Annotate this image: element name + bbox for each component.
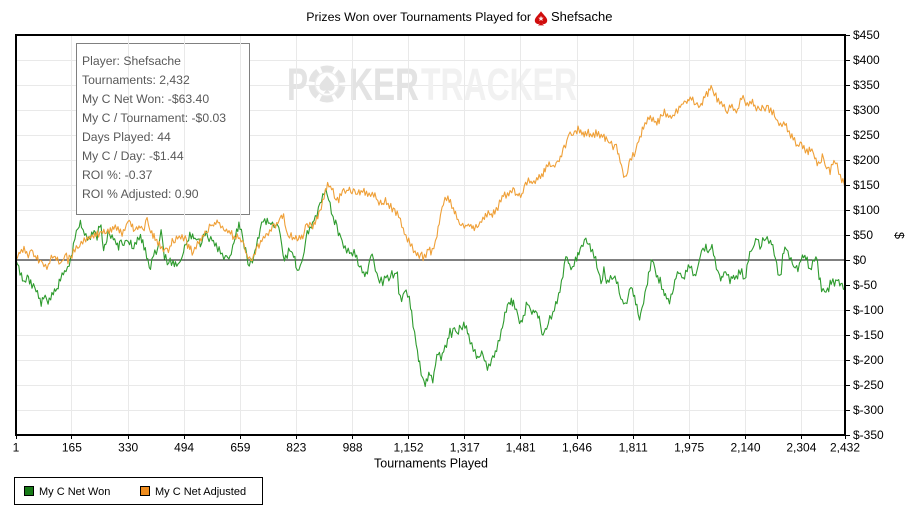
svg-text:$-250: $-250 [853,378,884,392]
svg-text:$150: $150 [853,178,880,192]
svg-text:My C / Day: -$1.44: My C / Day: -$1.44 [82,149,184,163]
svg-text:165: 165 [62,441,82,455]
svg-text:ROI %: -0.37: ROI %: -0.37 [82,168,153,182]
svg-text:$400: $400 [853,53,880,67]
svg-text:$450: $450 [853,28,880,42]
svg-text:1,317: 1,317 [450,441,480,455]
svg-text:2,432: 2,432 [830,441,860,455]
svg-text:Player: Shefsache: Player: Shefsache [82,54,181,68]
svg-text:$0: $0 [853,253,867,267]
svg-text:$50: $50 [853,228,873,242]
svg-text:1: 1 [13,441,20,455]
svg-text:Prizes Won over Tournaments Pl: Prizes Won over Tournaments Played for [306,10,531,24]
svg-text:1,646: 1,646 [562,441,592,455]
svg-text:$200: $200 [853,153,880,167]
svg-text:494: 494 [174,441,194,455]
svg-text:1,975: 1,975 [674,441,704,455]
svg-text:$-150: $-150 [853,328,884,342]
svg-text:823: 823 [286,441,306,455]
svg-text:My C Net Adjusted: My C Net Adjusted [155,486,246,498]
svg-text:$-100: $-100 [853,303,884,317]
svg-text:1,481: 1,481 [506,441,536,455]
svg-text:$-300: $-300 [853,403,884,417]
svg-text:My C / Tournament: -$0.03: My C / Tournament: -$0.03 [82,111,226,125]
svg-text:ROI % Adjusted: 0.90: ROI % Adjusted: 0.90 [82,187,199,201]
svg-text:$-50: $-50 [853,278,877,292]
svg-text:988: 988 [343,441,363,455]
svg-text:KER: KER [349,59,419,110]
svg-text:My C Net Won: -$63.40: My C Net Won: -$63.40 [82,92,209,106]
svg-text:P: P [287,59,308,110]
svg-text:1,152: 1,152 [393,441,423,455]
svg-text:$: $ [892,232,906,239]
svg-text:Shefsache: Shefsache [551,9,612,24]
svg-text:$300: $300 [853,103,880,117]
svg-text:2,140: 2,140 [730,441,760,455]
svg-text:$250: $250 [853,128,880,142]
svg-text:My C Net Won: My C Net Won [39,486,110,498]
svg-text:$350: $350 [853,78,880,92]
svg-text:$100: $100 [853,203,880,217]
svg-text:TRACKER: TRACKER [421,59,577,110]
svg-text:Tournaments: 2,432: Tournaments: 2,432 [82,73,190,87]
svg-text:$-350: $-350 [853,428,884,442]
svg-text:1,811: 1,811 [619,441,648,455]
svg-text:2,304: 2,304 [786,441,816,455]
svg-text:$-200: $-200 [853,353,884,367]
svg-text:Days Played: 44: Days Played: 44 [82,130,171,144]
svg-text:Tournaments Played: Tournaments Played [374,457,488,471]
svg-text:659: 659 [230,441,250,455]
svg-text:330: 330 [118,441,138,455]
